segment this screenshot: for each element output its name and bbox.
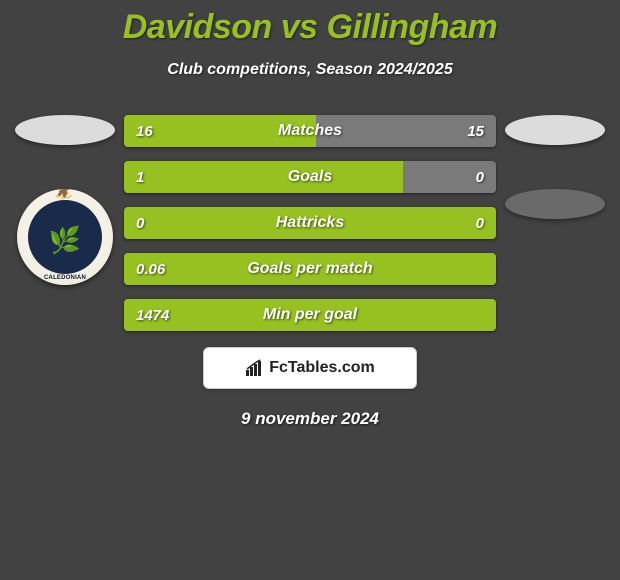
bar-right-value: 15 <box>467 115 484 147</box>
thistle-icon: 🌿 <box>49 225 81 256</box>
brand-text: FcTables.com <box>269 359 375 377</box>
left-team-crest: 🦅 🌿 CALEDONIAN <box>17 189 113 285</box>
crest-text: CALEDONIAN <box>17 275 113 281</box>
stat-bar: 1Goals0 <box>124 161 496 193</box>
left-column: 🦅 🌿 CALEDONIAN <box>10 115 120 285</box>
brand-pill[interactable]: FcTables.com <box>203 347 417 389</box>
stat-bar: 0.06Goals per match <box>124 253 496 285</box>
crest-inner: 🌿 <box>28 200 102 274</box>
stat-bar: 16Matches15 <box>124 115 496 147</box>
page-subtitle: Club competitions, Season 2024/2025 <box>0 61 620 79</box>
bar-label: Hattricks <box>124 207 496 239</box>
stats-column: 16Matches151Goals00Hattricks00.06Goals p… <box>120 115 500 331</box>
bar-label: Goals per match <box>124 253 496 285</box>
bar-label: Min per goal <box>124 299 496 331</box>
page-title: Davidson vs Gillingham <box>0 0 620 47</box>
bar-label: Matches <box>124 115 496 147</box>
left-player-badge <box>15 115 115 145</box>
bar-label: Goals <box>124 161 496 193</box>
bar-right-value: 0 <box>476 161 484 193</box>
footer-date: 9 november 2024 <box>0 409 620 429</box>
right-team-badge <box>505 189 605 219</box>
eagle-icon: 🦅 <box>48 189 83 199</box>
bar-right-value: 0 <box>476 207 484 239</box>
right-player-badge <box>505 115 605 145</box>
content-wrap: 🦅 🌿 CALEDONIAN 16Matches151Goals00Hattri… <box>0 115 620 331</box>
stat-bar: 1474Min per goal <box>124 299 496 331</box>
right-column <box>500 115 610 219</box>
stat-bar: 0Hattricks0 <box>124 207 496 239</box>
bar-chart-icon <box>245 359 263 377</box>
